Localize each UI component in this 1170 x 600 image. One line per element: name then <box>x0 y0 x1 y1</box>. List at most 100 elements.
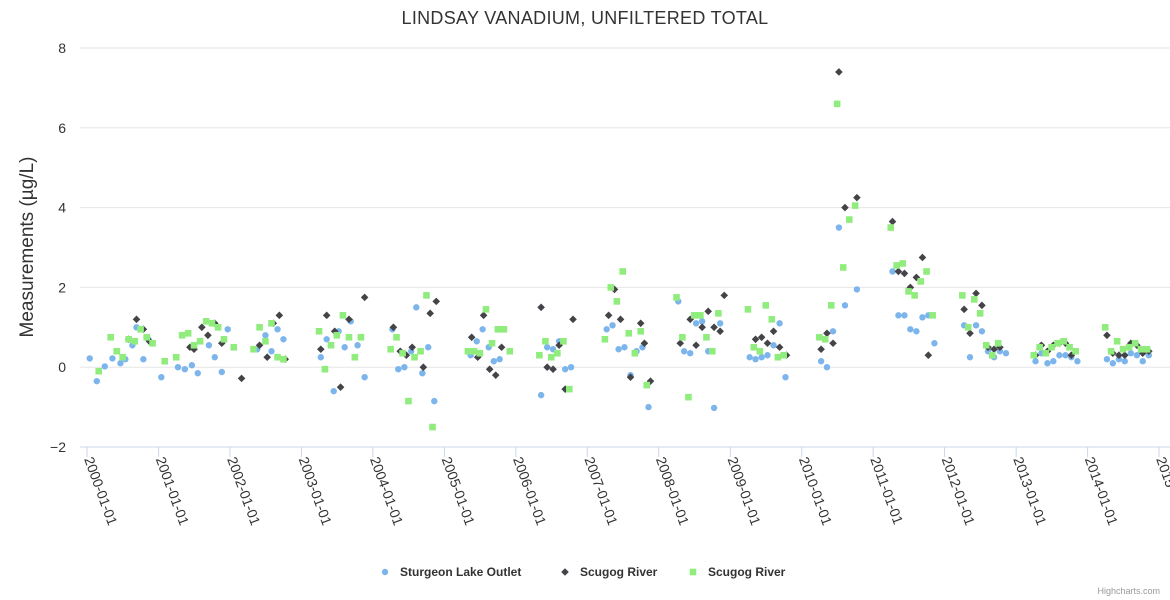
sturgeon-point <box>224 326 231 333</box>
sturgeon-point <box>907 326 914 333</box>
scugog-diamond-point <box>775 343 784 352</box>
legend-item[interactable]: Scugog River <box>561 565 658 579</box>
scugog-square-point <box>1066 343 1073 351</box>
scugog-square-point <box>625 329 633 337</box>
scugog-square-point <box>989 351 996 359</box>
scugog-square-point <box>560 337 567 345</box>
scugog-diamond-point <box>132 315 141 324</box>
scugog-diamond-point <box>704 307 713 316</box>
sturgeon-point <box>770 342 777 349</box>
legend-label: Sturgeon Lake Outlet <box>400 565 521 579</box>
scugog-diamond-point <box>1115 351 1123 360</box>
scugog-diamond-point <box>255 341 264 350</box>
scugog-diamond-point <box>918 253 927 262</box>
scugog-square-point <box>887 224 895 231</box>
scugog-square-point <box>315 327 323 335</box>
sturgeon-point <box>1133 352 1141 359</box>
scugog-diamond-point <box>716 327 724 336</box>
scugog-square-point <box>214 324 222 331</box>
scugog-diamond-point <box>604 311 613 320</box>
legend-marker <box>689 568 697 576</box>
sturgeon-point <box>93 377 100 385</box>
scugog-diamond-point <box>972 289 980 298</box>
y-tick-label: 0 <box>58 359 66 375</box>
sturgeon-point <box>931 340 938 347</box>
scugog-diamond-point <box>841 203 849 212</box>
scugog-diamond-point <box>537 303 545 312</box>
series-3 <box>95 100 1151 431</box>
legend-item[interactable]: Sturgeon Lake Outlet <box>381 565 522 579</box>
scugog-square-point <box>565 385 573 393</box>
sturgeon-point <box>716 320 724 327</box>
legend-marker <box>381 568 389 576</box>
sturgeon-point <box>645 403 652 411</box>
scugog-square-point <box>827 302 835 309</box>
scugog-diamond-point <box>757 333 766 342</box>
scugog-square-point <box>500 325 508 333</box>
scugog-diamond-point <box>432 297 441 306</box>
y-axis-label: Measurements (µg/L) <box>17 157 38 338</box>
sturgeon-point <box>431 397 438 405</box>
scugog-square-point <box>756 347 764 355</box>
scugog-square-point <box>691 312 698 319</box>
scugog-square-point <box>929 312 936 319</box>
sturgeon-point <box>1139 358 1146 365</box>
sturgeon-point <box>543 344 551 351</box>
chart-credit[interactable]: Highcharts.com <box>1097 586 1160 596</box>
scugog-square-point <box>971 296 978 303</box>
scugog-square-point <box>774 353 782 361</box>
scugog-diamond-point <box>710 323 718 332</box>
scugog-square-point <box>95 367 103 375</box>
scugog-square-point <box>768 316 776 323</box>
scugog-diamond-point <box>763 339 772 348</box>
scugog-square-point <box>816 333 823 341</box>
sturgeon-point <box>101 363 109 370</box>
series-1 <box>86 224 1153 412</box>
sturgeon-point <box>109 355 116 362</box>
sturgeon-point <box>561 365 569 373</box>
sturgeon-point <box>841 302 849 309</box>
y-tick-label: 8 <box>58 40 66 56</box>
sturgeon-point <box>419 369 426 377</box>
sturgeon-point <box>829 328 837 335</box>
sturgeon-point <box>473 338 480 345</box>
scugog-square-point <box>851 202 859 209</box>
scugog-diamond-point <box>720 291 729 300</box>
scugog-square-point <box>506 347 514 355</box>
scugog-square-point <box>1131 339 1139 347</box>
scugog-square-point <box>161 357 168 365</box>
legend-item[interactable]: Scugog River <box>689 565 786 579</box>
scugog-square-point <box>107 333 114 341</box>
sturgeon-point <box>395 365 402 373</box>
scugog-square-point <box>917 278 924 285</box>
scugog-square-point <box>333 331 341 339</box>
legend[interactable]: Sturgeon Lake Outlet Scugog River Scugog R… <box>381 565 786 579</box>
scugog-square-point <box>905 288 912 295</box>
scugog-square-point <box>780 351 788 359</box>
scugog-diamond-point <box>960 305 968 314</box>
scugog-diamond-point <box>555 341 563 350</box>
scugog-square-point <box>137 325 144 333</box>
scugog-square-point <box>679 333 686 341</box>
scugog-square-point <box>547 353 555 361</box>
chart-title: LINDSAY VANADIUM, UNFILTERED TOTAL <box>402 8 769 28</box>
scugog-square-point <box>327 341 335 349</box>
scugog-diamond-point <box>636 319 645 328</box>
scugog-diamond-point <box>906 283 915 292</box>
scugog-square-point <box>685 393 692 401</box>
sturgeon-point <box>972 322 980 329</box>
scugog-square-point <box>1048 343 1055 351</box>
scugog-diamond-point <box>345 315 353 324</box>
scugog-square-point <box>280 355 287 363</box>
scugog-square-point <box>429 423 436 431</box>
sturgeon-point <box>1121 358 1128 365</box>
scugog-square-point <box>631 349 639 357</box>
sturgeon-point <box>687 350 694 357</box>
scugog-square-point <box>172 353 180 361</box>
sturgeon-point <box>174 364 182 371</box>
scugog-square-point <box>423 292 430 299</box>
sturgeon-point <box>1103 356 1111 363</box>
scugog-diamond-point <box>275 311 284 320</box>
sturgeon-point <box>835 224 843 231</box>
sturgeon-point <box>117 360 124 367</box>
